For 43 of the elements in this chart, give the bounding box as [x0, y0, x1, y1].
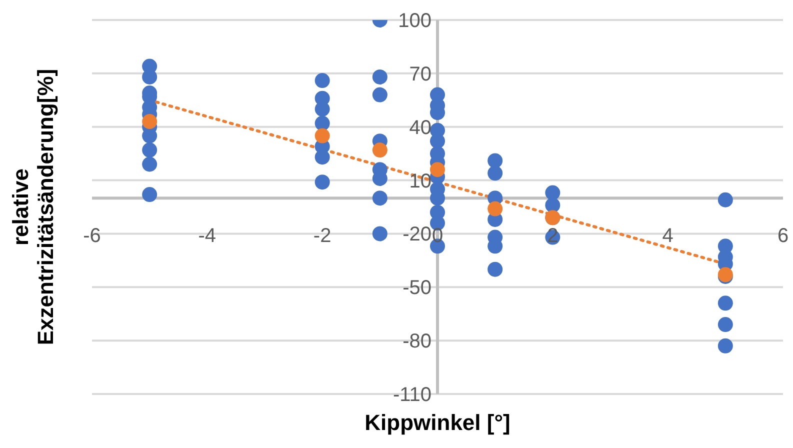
point [372, 190, 388, 206]
point [142, 187, 158, 202]
point [545, 185, 560, 200]
y-tick-label: -20 [402, 224, 432, 246]
x-tick-label: -4 [198, 225, 216, 248]
y-tick-label: -80 [402, 330, 432, 353]
x-tick-label: -6 [83, 225, 101, 248]
y-tick-label: -110 [392, 384, 432, 406]
point [142, 142, 158, 158]
y-tick-label: 100 [398, 10, 432, 32]
y-tick-label: 10 [409, 170, 432, 192]
x-tick-label: 6 [777, 225, 789, 248]
point [430, 134, 445, 149]
x-tick-label: 2 [547, 225, 558, 248]
y-tick-label: -50 [402, 277, 432, 300]
point [372, 69, 388, 84]
point [314, 128, 330, 144]
point [314, 150, 330, 165]
y-axis-title: relative Exzentrizitätsänderung[%] [8, 68, 58, 346]
point [488, 262, 503, 277]
point [488, 166, 503, 181]
point [142, 156, 158, 172]
point [372, 142, 388, 158]
point [488, 153, 503, 168]
y-tick-label: 70 [409, 63, 432, 86]
point [545, 198, 560, 213]
x-tick-label: -2 [313, 225, 332, 248]
x-tick-label: 4 [662, 225, 674, 248]
point [142, 114, 158, 130]
point [488, 201, 503, 216]
x-axis-title: Kippwinkel [°] [364, 410, 510, 435]
point [314, 116, 330, 131]
point [718, 317, 733, 332]
y-tick-label: 40 [409, 116, 432, 139]
point [372, 226, 388, 242]
point [314, 174, 330, 190]
point [430, 162, 445, 178]
point [314, 73, 330, 88]
point [718, 338, 733, 354]
point [718, 192, 733, 208]
point [718, 296, 733, 311]
point [314, 102, 330, 117]
point [372, 87, 388, 102]
